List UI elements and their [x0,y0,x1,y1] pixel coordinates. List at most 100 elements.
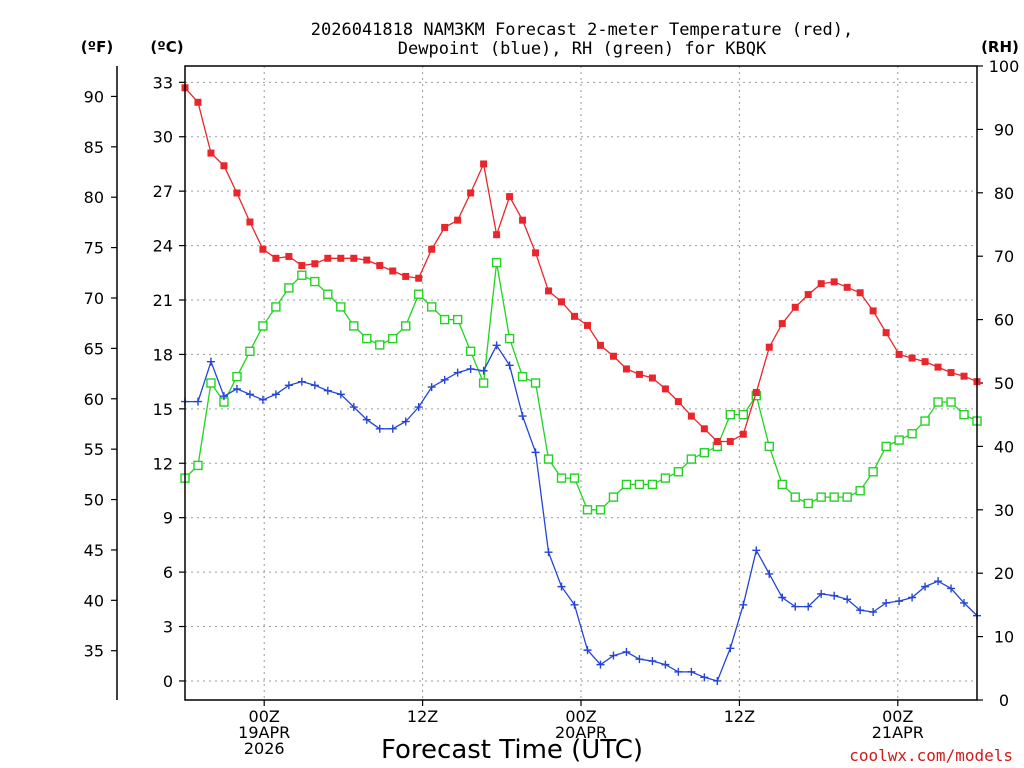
data-point [687,667,696,676]
data-point [363,256,371,264]
rh-tick-label: 90 [994,120,1014,139]
fahrenheit-tick-label: 80 [84,188,104,207]
data-point [297,270,307,280]
data-point [285,252,293,260]
data-point [959,410,969,420]
data-point [726,644,735,653]
time-tick-label: 00Z [565,707,596,726]
data-point [960,598,969,607]
data-point [389,267,397,275]
rh-tick-label: 0 [999,691,1009,710]
celsius-unit-label: (ºC) [150,38,183,56]
data-point [960,372,968,380]
data-point [193,460,203,471]
data-point [454,216,462,224]
data-point [713,438,721,446]
grid [185,66,977,700]
data-point [375,340,385,350]
time-tick-label: 2026 [244,739,285,758]
data-point [908,593,917,602]
data-point [608,492,619,502]
data-point [557,582,566,591]
data-point [492,341,501,350]
rh-tick-label: 10 [994,628,1014,647]
data-point [791,602,800,611]
data-point [946,397,956,407]
data-point [908,354,916,362]
data-point [362,415,371,424]
data-point [284,381,293,390]
data-point [467,189,475,197]
celsius-tick-label: 18 [153,345,173,364]
data-point [764,441,774,452]
data-point [895,597,904,606]
data-point [480,160,488,168]
data-point [790,492,800,502]
chart-title-line-2: Dewpoint (blue), RH (green) for KBQK [398,39,767,59]
data-point [842,492,852,502]
data-point [921,358,929,366]
data-point [349,403,358,412]
chart-title-line-1: 2026041818 NAM3KM Forecast 2-meter Tempe… [311,20,853,40]
data-point [648,374,656,382]
data-point [504,333,515,344]
data-point [635,370,643,378]
data-point [687,412,695,420]
time-tick-label: 12Z [407,707,438,726]
data-point [297,377,306,386]
data-point [817,589,826,598]
data-point [193,397,202,406]
data-point [569,473,580,483]
data-point [699,448,710,458]
data-point [634,479,645,490]
series-dewpoint [181,341,981,685]
data-point [284,283,294,293]
data-point [648,656,657,665]
data-point [622,647,631,656]
celsius-tick-label: 0 [163,672,173,691]
data-point [829,492,839,502]
celsius-tick-label: 12 [153,454,173,473]
time-tick-label: 20APR [555,723,607,742]
fahrenheit-axis: 35 40 45 50 55 60 65 70 75 80 85 90 [84,87,117,661]
celsius-tick-label: 24 [153,237,173,256]
data-point [647,479,658,490]
data-point [194,98,202,106]
data-point [478,378,489,388]
data-point [920,416,930,426]
data-point [934,363,942,371]
fahrenheit-tick-label: 50 [84,491,104,510]
data-point [868,467,878,477]
celsius-tick-label: 3 [163,618,173,637]
data-point [571,312,579,320]
plot-frame [184,65,978,701]
fahrenheit-tick-label: 70 [84,289,104,308]
data-point [843,283,851,291]
data-point [232,384,241,393]
data-point [220,162,228,170]
data-point [207,149,215,157]
data-point [544,548,553,557]
data-point [635,655,644,664]
time-tick-label: 12Z [724,707,755,726]
data-point [493,231,501,239]
data-point [739,430,747,438]
data-point [350,254,358,262]
celsius-tick-label: 27 [153,182,173,201]
fahrenheit-unit-label: (ºF) [81,38,113,56]
rh-unit-label: (RH) [981,38,1019,56]
data-point [609,651,618,660]
data-point [245,346,255,356]
data-point [778,593,787,602]
data-point [674,667,683,676]
time-tick-label: 21APR [872,723,924,742]
data-point [349,321,359,331]
data-point [673,467,684,477]
data-point [804,291,812,299]
data-point [545,287,553,295]
x-axis-label: Forecast Time (UTC) [381,735,643,765]
data-point [856,289,864,297]
data-point [570,600,579,609]
data-point [206,357,215,366]
